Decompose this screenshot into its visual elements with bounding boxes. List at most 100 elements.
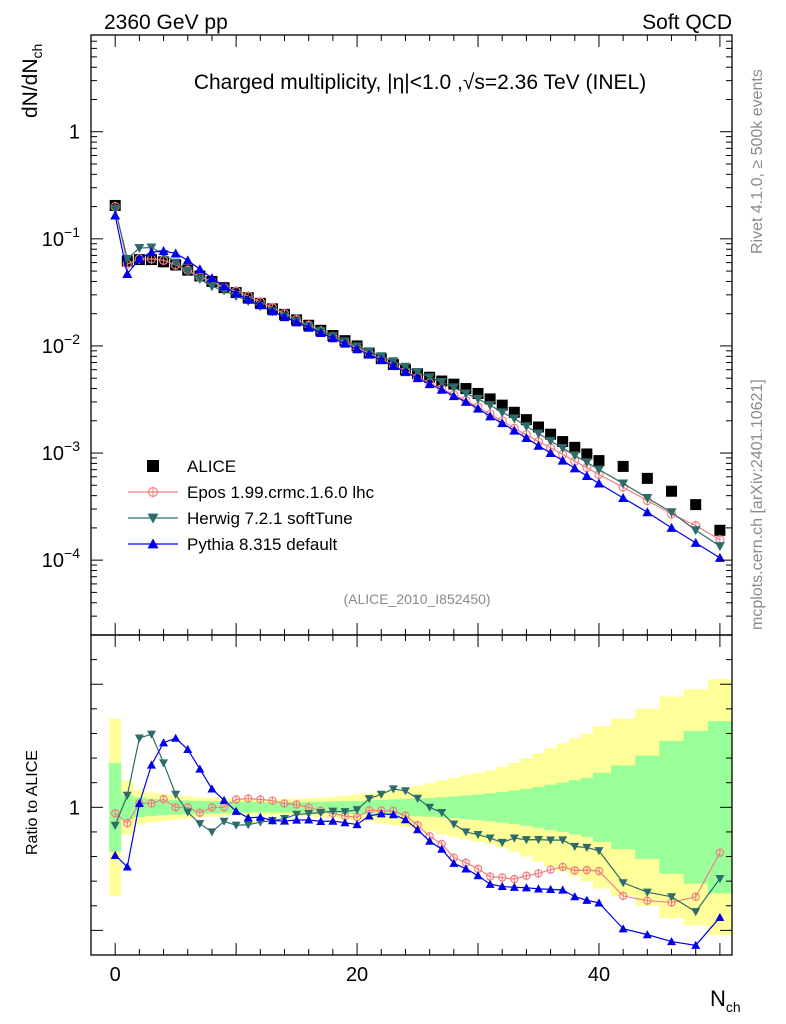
series-3-ratio-point (437, 844, 447, 853)
series-2-ratio-point (231, 821, 241, 830)
ratio-stat-band (266, 802, 279, 813)
series-3-point (545, 448, 556, 458)
series-3-ratio-point (255, 812, 265, 821)
series-0-point (460, 383, 472, 395)
series-3-point (388, 360, 399, 370)
series-3-point (327, 333, 338, 343)
series-3-ratio-point (364, 811, 374, 820)
series-3-point (339, 338, 350, 348)
series-3-ratio-point (425, 836, 435, 845)
series-3-ratio-point (340, 818, 350, 827)
series-3-ratio-point (570, 892, 580, 901)
series-3-point (110, 210, 121, 220)
series-2-point (473, 394, 484, 404)
series-3-ratio-point (122, 862, 132, 871)
series-3-ratio-point (304, 815, 314, 824)
series-3-ratio-point (546, 884, 556, 893)
series-0-point (472, 387, 484, 399)
series-3-point (593, 478, 604, 488)
series-3-ratio-point (400, 815, 410, 824)
series-3-point (182, 255, 193, 265)
series-2-ratio-point (509, 834, 519, 843)
series-2-point (497, 408, 508, 418)
series-2-ratio-point (243, 821, 253, 830)
series-3-point (569, 463, 580, 473)
side-label-top: Rivet 4.1.0, ≥ 500k events (749, 69, 766, 254)
ratio-stat-band (242, 801, 255, 813)
ratio-stat-band (544, 784, 557, 830)
legend-entry-3-label: Pythia 8.315 default (187, 535, 338, 554)
ratio-stat-band (254, 802, 267, 813)
series-0-point (593, 455, 605, 467)
series-2-ratio-point (292, 810, 302, 819)
series-3-point (219, 281, 230, 291)
series-2-ratio-point (146, 730, 156, 739)
series-3-ratio-point (618, 924, 628, 933)
header-left: 2360 GeV pp (104, 11, 228, 34)
series-2-point (110, 204, 121, 214)
ratio-panel: 0 20 40 1 Ratio to ALICE (24, 634, 733, 986)
series-3-point (267, 306, 278, 316)
series-3-point (557, 455, 568, 465)
series-2-point (533, 429, 544, 439)
series-2-ratio-point (497, 838, 507, 847)
series-3-ratio-point (183, 744, 193, 753)
series-2-point (557, 444, 568, 454)
y-tick-label-base: 10 (42, 229, 64, 251)
series-2-ratio-point (473, 831, 483, 840)
series-2-ratio-point (171, 790, 181, 799)
series-3-ratio-line (114, 737, 721, 946)
series-2-ratio-point (183, 808, 193, 817)
ratio-stat-band (121, 795, 134, 820)
series-3-point (122, 268, 133, 278)
series-2-point (424, 373, 435, 383)
y-tick-label-exponent: −4 (64, 545, 80, 561)
y-axis-label-main: dN/dN (19, 58, 42, 118)
series-2-ratio-point (219, 817, 229, 826)
series-3-ratio-point (642, 930, 652, 939)
series-2-point (593, 465, 604, 475)
series-3-ratio-point (219, 795, 229, 804)
ratio-stat-band (435, 797, 448, 818)
x-tick-label: 0 (110, 964, 121, 986)
series-2-ratio-point (485, 834, 495, 843)
legend-entry-3-marker (147, 538, 159, 549)
series-3-point (364, 349, 375, 359)
x-axis-label-sub: ch (726, 999, 741, 1015)
series-3-line (114, 215, 721, 559)
series-3-ratio-point (243, 813, 253, 822)
y-tick-label: 10−2 (42, 331, 80, 358)
series-3-ratio-point (594, 898, 604, 907)
main-panel: 110−110−210−310−4 Charged multiplicity, … (19, 34, 733, 636)
ratio-stat-band (459, 795, 472, 820)
series-0-point (617, 460, 629, 472)
series-2-ratio-point (304, 810, 314, 819)
series-3-ratio-point (292, 815, 302, 824)
ratio-stat-band (157, 799, 170, 816)
series-3-ratio-point (667, 937, 677, 946)
y-tick-label-base: 10 (42, 443, 64, 465)
y-tick-label-base: 10 (42, 550, 64, 572)
series-2-point (485, 401, 496, 411)
legend-entry-0-marker (147, 460, 159, 472)
series-2-ratio-point (521, 836, 531, 845)
series-2-point (182, 267, 193, 277)
series-3-ratio-point (207, 784, 217, 793)
series-2-line (114, 208, 721, 547)
series-2-ratio-point (110, 821, 120, 830)
ratio-stat-band (399, 798, 412, 816)
y-tick-label: 10−4 (42, 545, 80, 572)
series-3-point (509, 425, 520, 435)
analysis-label: (ALICE_2010_I852450) (343, 591, 490, 607)
series-3-point (448, 391, 459, 401)
series-3-point (146, 247, 157, 257)
y-tick-label-base: 10 (42, 336, 64, 358)
series-2-ratio-point (667, 893, 677, 902)
series-3-point (376, 354, 387, 364)
series-2-ratio-point (594, 847, 604, 856)
series-2-point (569, 451, 580, 461)
series-3-point (170, 248, 181, 258)
series-2-point (206, 282, 217, 292)
series-2-ratio-point (570, 842, 580, 852)
series-3-ratio-point (110, 850, 120, 859)
